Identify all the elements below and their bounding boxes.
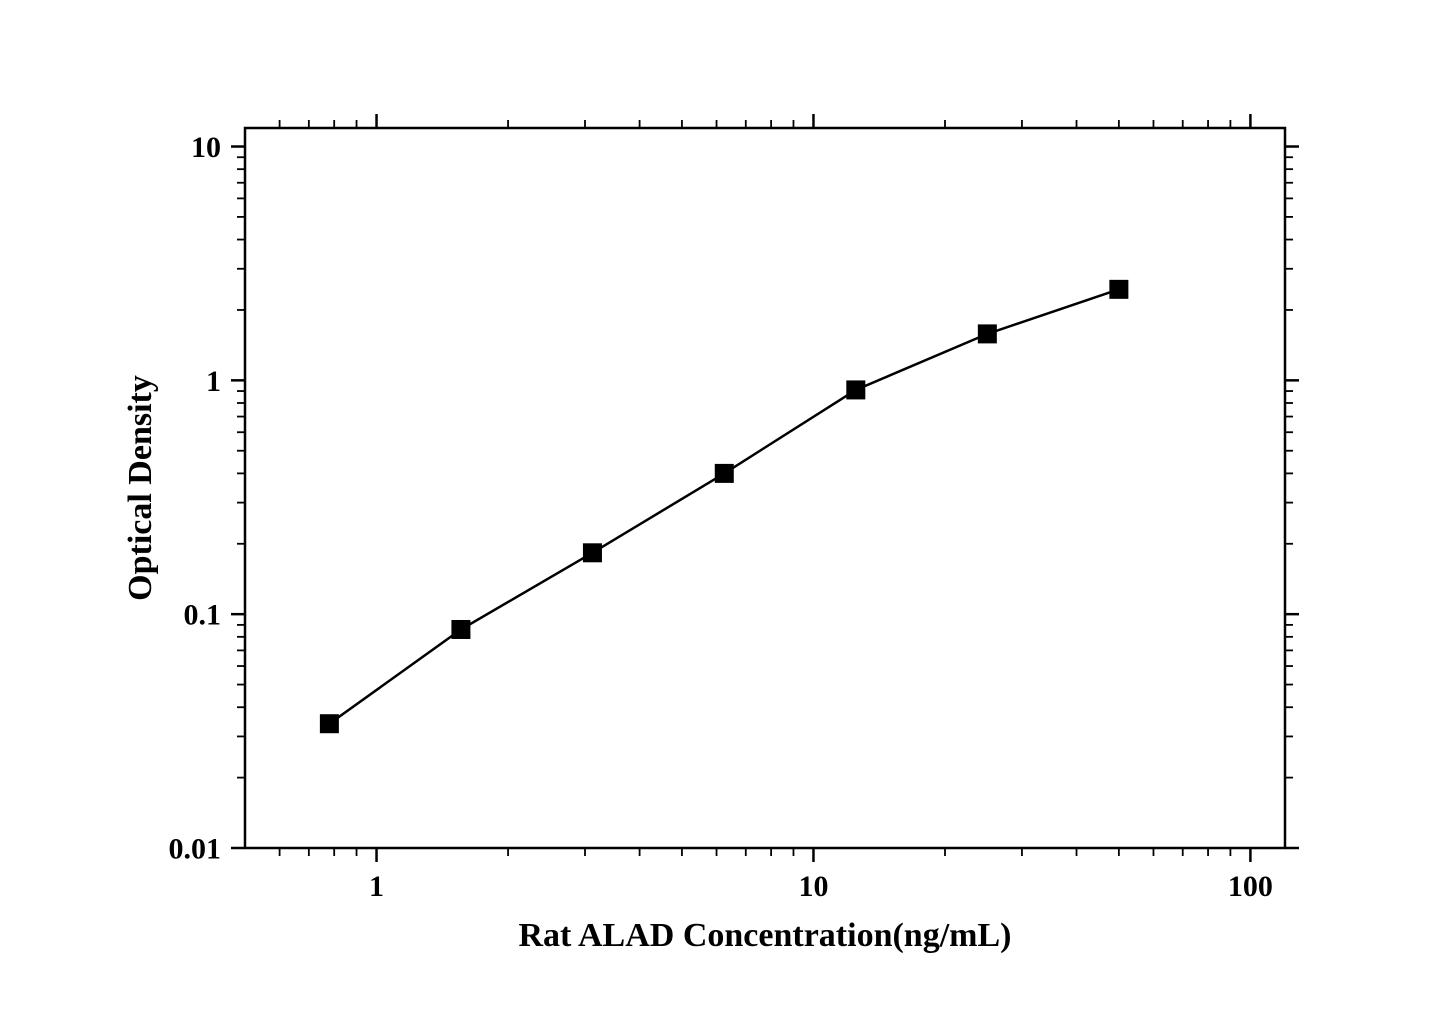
y-tick-label: 1 bbox=[206, 365, 221, 398]
chart-container: 1 10 100 0.01 0.1 1 10 Rat ALAD Concentration(n… bbox=[0, 0, 1445, 1009]
y-tick-label: 0.01 bbox=[169, 833, 222, 866]
data-point-marker bbox=[978, 325, 996, 343]
data-point-marker bbox=[1110, 280, 1128, 298]
data-point-marker bbox=[847, 381, 865, 399]
data-point-marker bbox=[452, 620, 470, 638]
y-tick-label: 0.1 bbox=[184, 599, 222, 632]
log-log-chart: 1 10 100 0.01 0.1 1 10 Rat ALAD Concentration(n… bbox=[0, 0, 1445, 1009]
y-axis-label: Optical Density bbox=[122, 375, 159, 601]
data-point-marker bbox=[715, 464, 733, 482]
x-tick-label: 1 bbox=[369, 870, 384, 903]
data-point-marker bbox=[320, 715, 338, 733]
data-point-marker bbox=[583, 544, 601, 562]
x-axis-label: Rat ALAD Concentration(ng/mL) bbox=[519, 917, 1012, 954]
x-tick-label: 100 bbox=[1228, 870, 1273, 903]
y-tick-label: 10 bbox=[191, 131, 221, 164]
x-tick-label: 10 bbox=[798, 870, 828, 903]
